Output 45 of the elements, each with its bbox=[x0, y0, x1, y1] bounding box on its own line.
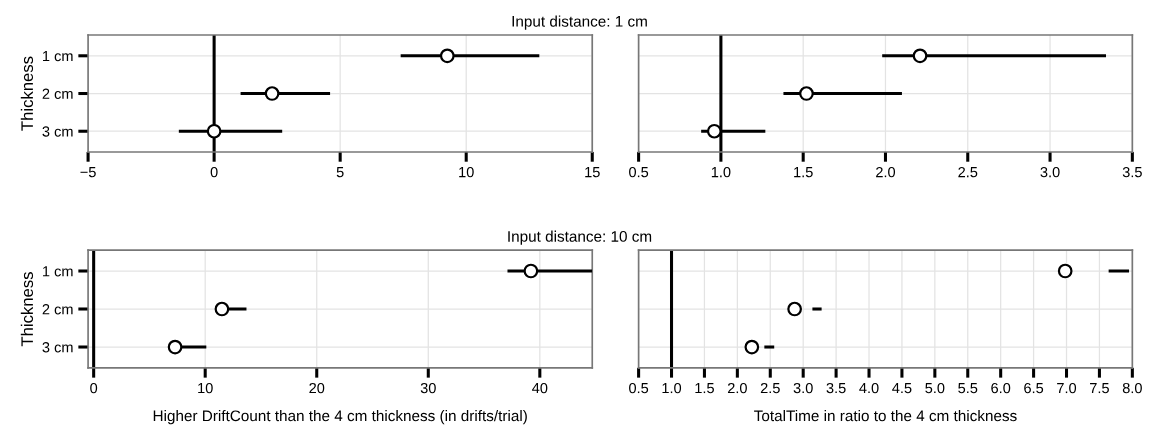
x-tick-label: 5.0 bbox=[925, 382, 945, 394]
x-tick-label: 2.5 bbox=[760, 382, 780, 394]
x-tick-label: 1.0 bbox=[662, 382, 682, 394]
y-tick-label: 2 cm bbox=[42, 88, 73, 99]
y-tick-label: 2 cm bbox=[42, 304, 73, 315]
x-tick-label: −5 bbox=[80, 167, 96, 178]
x-tick-label: 5.5 bbox=[958, 383, 978, 394]
y-axis-title: Thickness bbox=[20, 56, 34, 131]
y-tick-label: 1 cm bbox=[43, 266, 73, 277]
x-tick-label: 1.5 bbox=[794, 167, 813, 178]
x-tick-label: 6.5 bbox=[1024, 382, 1044, 394]
x-axis-title: Higher DriftCount than the 4 cm thickness (in drifts/trial) bbox=[153, 409, 527, 425]
x-tick-label: 3.0 bbox=[1040, 166, 1060, 178]
y-tick-label: 3 cm bbox=[42, 342, 73, 353]
x-tick-label: 0.5 bbox=[629, 382, 649, 394]
x-tick-label: 1.0 bbox=[711, 166, 731, 178]
x-tick-label: 10 bbox=[459, 166, 474, 178]
x-axis-title: TotalTime in ratio to the 4 cm thickness bbox=[754, 409, 1017, 422]
chart-title: Input distance: 1 cm bbox=[512, 15, 647, 30]
x-tick-label: 4.0 bbox=[859, 382, 879, 394]
x-tick-label: 0 bbox=[90, 382, 98, 394]
x-tick-label: 2.5 bbox=[958, 166, 978, 178]
x-tick-label: 0 bbox=[210, 166, 218, 178]
x-tick-label: 30 bbox=[420, 382, 436, 394]
y-axis-title: Thickness bbox=[20, 272, 34, 347]
x-tick-label: 7.5 bbox=[1090, 383, 1109, 394]
x-tick-label: 2.0 bbox=[727, 382, 747, 394]
x-tick-label: 0.5 bbox=[629, 166, 649, 178]
x-tick-label: 1.5 bbox=[695, 383, 714, 394]
x-tick-label: 3.5 bbox=[826, 382, 846, 394]
x-tick-label: 3.5 bbox=[1122, 166, 1142, 178]
chart-title: Input distance: 10 cm bbox=[508, 230, 652, 245]
x-tick-label: 3.0 bbox=[793, 382, 813, 394]
x-tick-label: 15 bbox=[585, 167, 600, 178]
x-tick-label: 10 bbox=[198, 382, 213, 394]
x-tick-label: 6.0 bbox=[991, 382, 1011, 394]
x-tick-label: 4.5 bbox=[892, 383, 912, 394]
x-tick-label: 5 bbox=[336, 167, 344, 178]
x-tick-label: 8.0 bbox=[1122, 382, 1142, 394]
y-tick-label: 1 cm bbox=[43, 51, 73, 62]
x-tick-label: 40 bbox=[532, 382, 548, 394]
x-tick-label: 2.0 bbox=[876, 166, 896, 178]
x-tick-label: 7.0 bbox=[1057, 382, 1077, 394]
y-tick-label: 3 cm bbox=[42, 126, 73, 137]
x-tick-label: 20 bbox=[309, 382, 325, 394]
